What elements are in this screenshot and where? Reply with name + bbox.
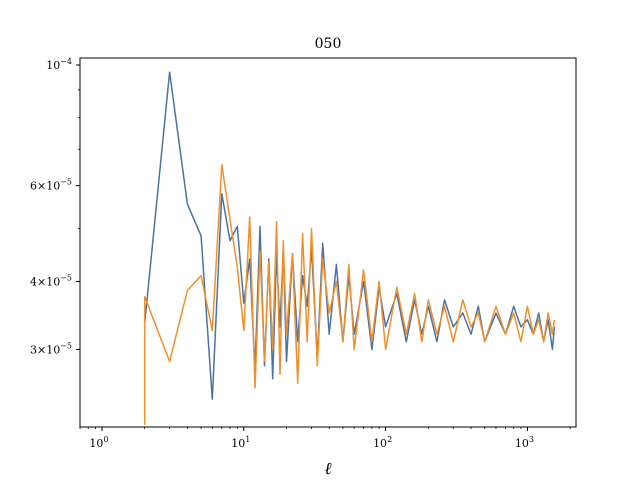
x-tick-label-0: 100 bbox=[89, 435, 108, 450]
y-tick-label-3: 3×10−5 bbox=[30, 341, 72, 356]
series-line-1 bbox=[143, 71, 556, 400]
x-tick-label-3: 103 bbox=[515, 435, 534, 450]
series-layer bbox=[143, 71, 556, 425]
y-tick-label-1: 6×10−5 bbox=[30, 178, 72, 193]
y-tick-label-2: 4×10−5 bbox=[30, 273, 72, 288]
series-line-2 bbox=[143, 164, 556, 425]
chart-title: 050 bbox=[315, 36, 342, 52]
plot-area-frame bbox=[79, 57, 577, 428]
x-axis-label: ℓ bbox=[324, 459, 331, 479]
y-axis-ticks: 10−4 6×10−5 4×10−5 3×10−5 bbox=[30, 57, 80, 356]
y-tick-label-0: 10−4 bbox=[46, 57, 72, 72]
x-tick-label-2: 102 bbox=[373, 435, 392, 450]
x-tick-label-1: 101 bbox=[231, 435, 250, 450]
x-axis-ticks: 100 101 102 103 bbox=[79, 427, 571, 450]
